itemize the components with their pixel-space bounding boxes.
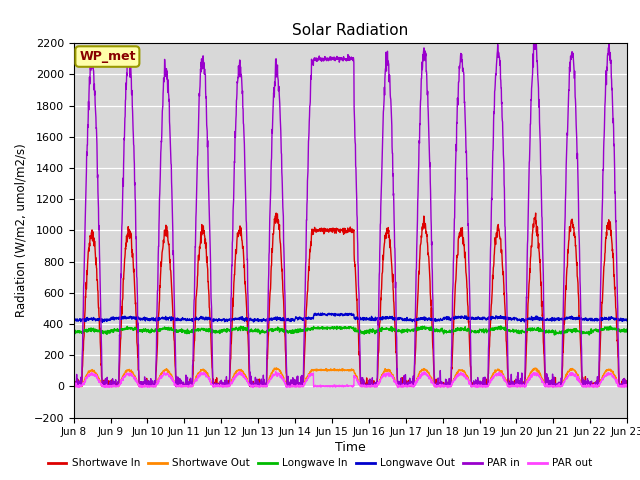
Longwave Out — [575, 314, 582, 320]
PAR in — [70, 374, 77, 380]
Shortwave Out — [590, 384, 598, 389]
Longwave In — [378, 325, 386, 331]
Line: Shortwave Out: Shortwave Out — [74, 368, 627, 386]
Shortwave Out — [575, 374, 582, 380]
Line: Longwave Out: Longwave Out — [74, 313, 627, 323]
Shortwave In — [367, 384, 374, 389]
Shortwave In — [575, 292, 582, 298]
Longwave Out — [379, 315, 387, 321]
Title: Solar Radiation: Solar Radiation — [292, 23, 408, 38]
PAR out — [224, 384, 232, 389]
Y-axis label: Radiation (W/m2, umol/m2/s): Radiation (W/m2, umol/m2/s) — [15, 144, 28, 317]
Longwave Out — [70, 317, 77, 323]
Longwave Out — [99, 320, 106, 325]
Longwave Out — [319, 310, 326, 316]
Longwave In — [575, 328, 582, 334]
PAR in — [575, 221, 582, 227]
Shortwave In — [378, 270, 386, 276]
PAR out — [623, 384, 631, 390]
PAR out — [367, 384, 374, 389]
Shortwave Out — [70, 383, 77, 389]
PAR in — [70, 384, 78, 389]
Shortwave In — [70, 384, 77, 389]
Longwave In — [590, 327, 598, 333]
PAR in — [531, 38, 538, 44]
PAR out — [590, 382, 598, 387]
PAR out — [444, 385, 452, 391]
Text: WP_met: WP_met — [79, 50, 136, 63]
Shortwave Out — [273, 365, 280, 371]
Line: PAR in: PAR in — [74, 41, 627, 386]
Longwave In — [367, 328, 374, 334]
PAR out — [512, 382, 520, 388]
Shortwave In — [511, 382, 519, 388]
PAR in — [590, 384, 598, 389]
PAR in — [623, 384, 631, 389]
Legend: Shortwave In, Shortwave Out, Longwave In, Longwave Out, PAR in, PAR out: Shortwave In, Shortwave Out, Longwave In… — [44, 454, 596, 472]
PAR in — [379, 141, 387, 147]
Line: PAR out: PAR out — [74, 372, 627, 388]
Longwave In — [586, 332, 593, 338]
PAR out — [70, 383, 77, 389]
Longwave In — [224, 326, 232, 332]
Longwave Out — [367, 317, 374, 323]
Longwave In — [511, 329, 519, 335]
Line: Longwave In: Longwave In — [74, 326, 627, 335]
Longwave In — [70, 329, 77, 335]
Shortwave Out — [71, 384, 79, 389]
Line: Shortwave In: Shortwave In — [74, 213, 627, 386]
Shortwave Out — [623, 383, 631, 389]
Shortwave In — [224, 382, 232, 388]
Longwave Out — [590, 318, 598, 324]
Longwave In — [623, 327, 631, 333]
PAR in — [367, 384, 374, 389]
Shortwave Out — [225, 384, 232, 389]
Shortwave Out — [367, 383, 374, 388]
Shortwave In — [590, 382, 598, 388]
Longwave Out — [225, 316, 232, 322]
PAR out — [236, 369, 244, 374]
PAR out — [379, 374, 387, 380]
Shortwave Out — [512, 384, 520, 389]
Shortwave Out — [379, 371, 387, 376]
PAR in — [225, 381, 232, 386]
X-axis label: Time: Time — [335, 442, 366, 455]
Longwave Out — [623, 317, 631, 323]
PAR out — [575, 376, 582, 382]
Longwave In — [497, 323, 504, 329]
Longwave Out — [512, 315, 520, 321]
Shortwave In — [623, 384, 631, 389]
PAR in — [511, 383, 519, 388]
Shortwave In — [532, 210, 540, 216]
